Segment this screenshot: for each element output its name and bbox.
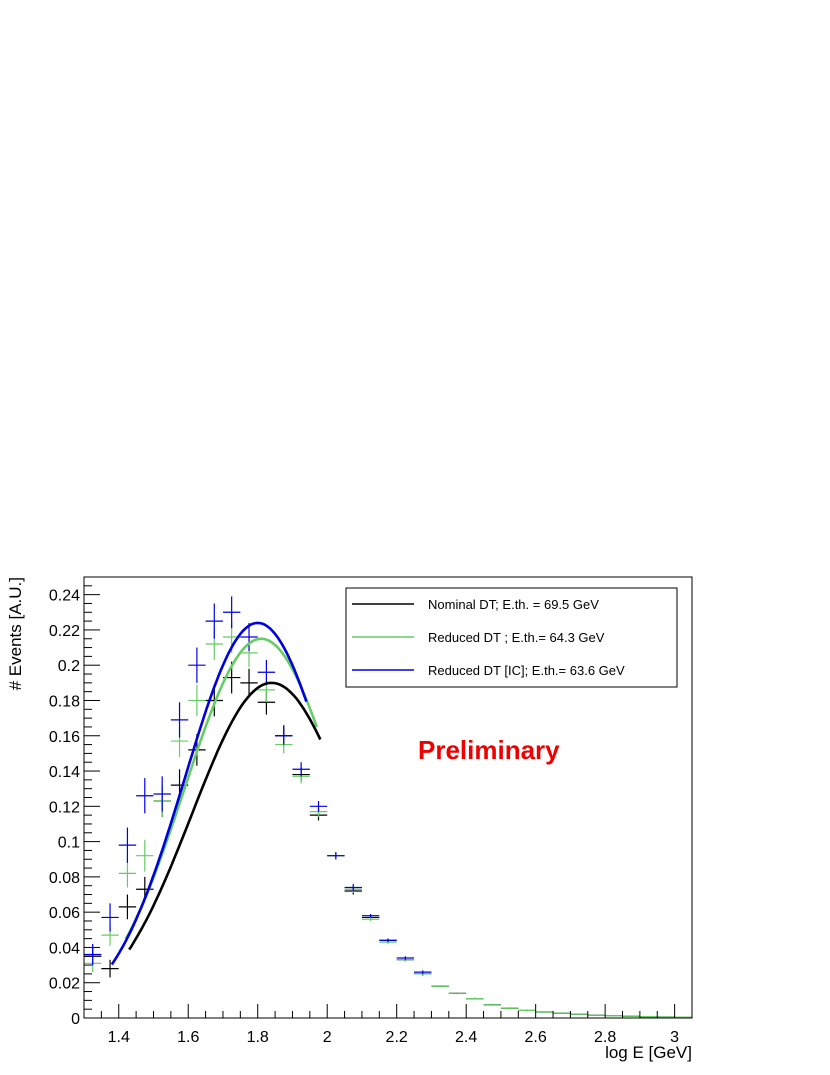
data-point	[118, 859, 137, 888]
data-point	[570, 1013, 588, 1015]
data-point	[205, 603, 223, 639]
y-tick-label: 0.1	[58, 835, 80, 852]
y-tick-label: 0.22	[49, 623, 80, 640]
data-point	[257, 659, 276, 685]
data-point	[101, 959, 119, 978]
y-tick-label: 0.04	[49, 940, 80, 957]
y-tick-label: 0.18	[49, 693, 80, 710]
y-tick-label: 0.24	[49, 588, 80, 605]
data-point	[396, 956, 415, 960]
data-point	[379, 938, 397, 943]
y-axis-label: # Events [A.U.]	[6, 577, 25, 690]
data-point	[222, 596, 241, 629]
x-tick-label: 3	[670, 1029, 679, 1046]
data-point	[188, 647, 206, 683]
data-point	[483, 1003, 501, 1006]
data-point	[587, 1014, 606, 1016]
preliminary-annotation: Preliminary	[418, 735, 560, 765]
data-point	[118, 894, 137, 920]
y-tick-label: 0.12	[49, 799, 80, 816]
legend: Nominal DT; E.th. = 69.5 GeV Reduced DT …	[345, 587, 678, 688]
data-point	[361, 917, 380, 921]
data-point	[327, 852, 345, 860]
x-tick-label: 2.4	[455, 1029, 477, 1046]
data-point	[414, 970, 432, 974]
fit-curve	[124, 637, 319, 940]
data-point	[535, 1011, 554, 1013]
fit-curves	[110, 621, 322, 966]
x-tick-label: 2	[323, 1029, 332, 1046]
x-axis-label: log E [GeV]	[605, 1043, 692, 1062]
data-point	[101, 903, 119, 932]
data-point	[518, 1009, 536, 1012]
x-tick-label: 2.6	[525, 1029, 547, 1046]
y-tick-label: 0	[71, 1011, 80, 1028]
y-axis-ticks: 0 0.02 0.04 0.06 0.08 0.1 0.12 0.14 0.16 0.18 0.2 0…	[49, 576, 100, 1028]
x-tick-label: 1.6	[177, 1029, 199, 1046]
x-tick-label: 1.8	[247, 1029, 269, 1046]
data-point	[240, 668, 258, 697]
data-point	[170, 702, 189, 738]
data-point	[553, 1012, 571, 1014]
x-tick-label: 1.4	[108, 1029, 130, 1046]
data-point	[118, 827, 137, 863]
fit-curve	[110, 621, 308, 966]
data-point	[361, 913, 380, 918]
x-tick-label: 2.8	[594, 1029, 616, 1046]
data-point	[153, 776, 171, 812]
legend-entry-reduced: Reduced DT ; E.th.= 64.3 GeV	[428, 630, 605, 645]
data-point	[344, 883, 362, 891]
data-point	[275, 726, 293, 745]
data-point	[605, 1015, 623, 1017]
data-point	[136, 839, 154, 872]
data-point	[188, 684, 206, 717]
data-point	[240, 622, 258, 652]
fit-curve	[128, 681, 322, 951]
legend-entry-nominal: Nominal DT; E.th. = 69.5 GeV	[428, 597, 599, 612]
data-point	[500, 1007, 519, 1010]
data-point	[292, 762, 310, 777]
data-point	[136, 778, 154, 814]
y-tick-label: 0.02	[49, 976, 80, 993]
data-point	[466, 997, 484, 1000]
x-axis-ticks: 1.4 1.6 1.8 2 2.2 2.4 2.6 2.8 3	[83, 1004, 693, 1046]
y-tick-label: 0.14	[49, 764, 80, 781]
y-tick-label: 0.08	[49, 870, 80, 887]
x-tick-label: 2.2	[386, 1029, 408, 1046]
data-point	[309, 801, 328, 812]
y-tick-label: 0.2	[58, 658, 80, 675]
y-tick-label: 0.06	[49, 905, 80, 922]
y-tick-label: 0.16	[49, 729, 80, 746]
legend-entry-reduced-ic: Reduced DT [IC]; E.th.= 63.6 GeV	[428, 663, 625, 678]
data-point	[448, 992, 467, 995]
data-point	[431, 985, 449, 988]
